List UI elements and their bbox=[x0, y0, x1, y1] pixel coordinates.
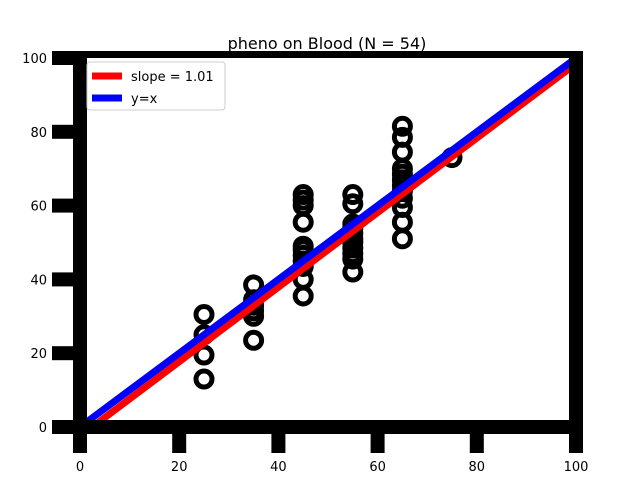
series-line-identity bbox=[77, 55, 579, 430]
y-tick-label: 40 bbox=[30, 273, 47, 288]
x-tick-mark bbox=[271, 434, 286, 453]
axis-ticks: 0 20 40 60 80 100 0 20 40 60 80 100 bbox=[22, 51, 588, 475]
y-tick-mark bbox=[52, 124, 73, 139]
x-tick-label: 60 bbox=[369, 460, 386, 475]
y-tick-label: 60 bbox=[30, 200, 47, 215]
legend-label: slope = 1.01 bbox=[131, 70, 214, 85]
x-tick-label: 80 bbox=[469, 460, 486, 475]
x-tick-label: 40 bbox=[270, 460, 287, 475]
data-point bbox=[342, 184, 364, 206]
data-point bbox=[292, 184, 314, 206]
data-point bbox=[243, 329, 265, 351]
data-point bbox=[391, 126, 413, 148]
data-point bbox=[342, 193, 364, 215]
top-spine bbox=[73, 51, 583, 58]
x-tick-mark bbox=[73, 434, 87, 453]
y-tick-label: 80 bbox=[30, 126, 47, 141]
chart-title: pheno on Blood (N = 54) bbox=[228, 34, 427, 53]
x-tick-mark bbox=[469, 434, 484, 453]
x-tick-mark bbox=[569, 434, 583, 453]
y-tick-mark bbox=[52, 420, 73, 434]
x-tick-label: 100 bbox=[564, 460, 589, 475]
data-point bbox=[193, 303, 215, 325]
x-tick-label: 20 bbox=[171, 460, 188, 475]
y-tick-label: 0 bbox=[39, 421, 47, 436]
bottom-spine bbox=[73, 420, 583, 434]
y-tick-mark bbox=[52, 51, 73, 65]
y-tick-mark bbox=[52, 346, 73, 361]
data-point bbox=[243, 274, 265, 296]
data-point bbox=[292, 235, 314, 257]
series-line-fit bbox=[90, 60, 579, 430]
x-tick-mark bbox=[172, 434, 187, 453]
y-tick-mark bbox=[52, 198, 73, 213]
axes-frame bbox=[73, 51, 583, 434]
data-point bbox=[193, 368, 215, 390]
y-tick-label: 100 bbox=[22, 52, 47, 67]
left-spine bbox=[73, 51, 87, 434]
y-tick-mark bbox=[52, 272, 73, 287]
y-tick-label: 20 bbox=[30, 347, 47, 362]
fit-lines-layer bbox=[77, 55, 579, 430]
legend: slope = 1.01 y=x bbox=[86, 61, 226, 111]
right-spine bbox=[569, 51, 583, 434]
x-tick-mark bbox=[370, 434, 385, 453]
data-point bbox=[391, 115, 413, 137]
x-tick-label: 0 bbox=[76, 460, 84, 475]
legend-label: y=x bbox=[131, 92, 158, 107]
